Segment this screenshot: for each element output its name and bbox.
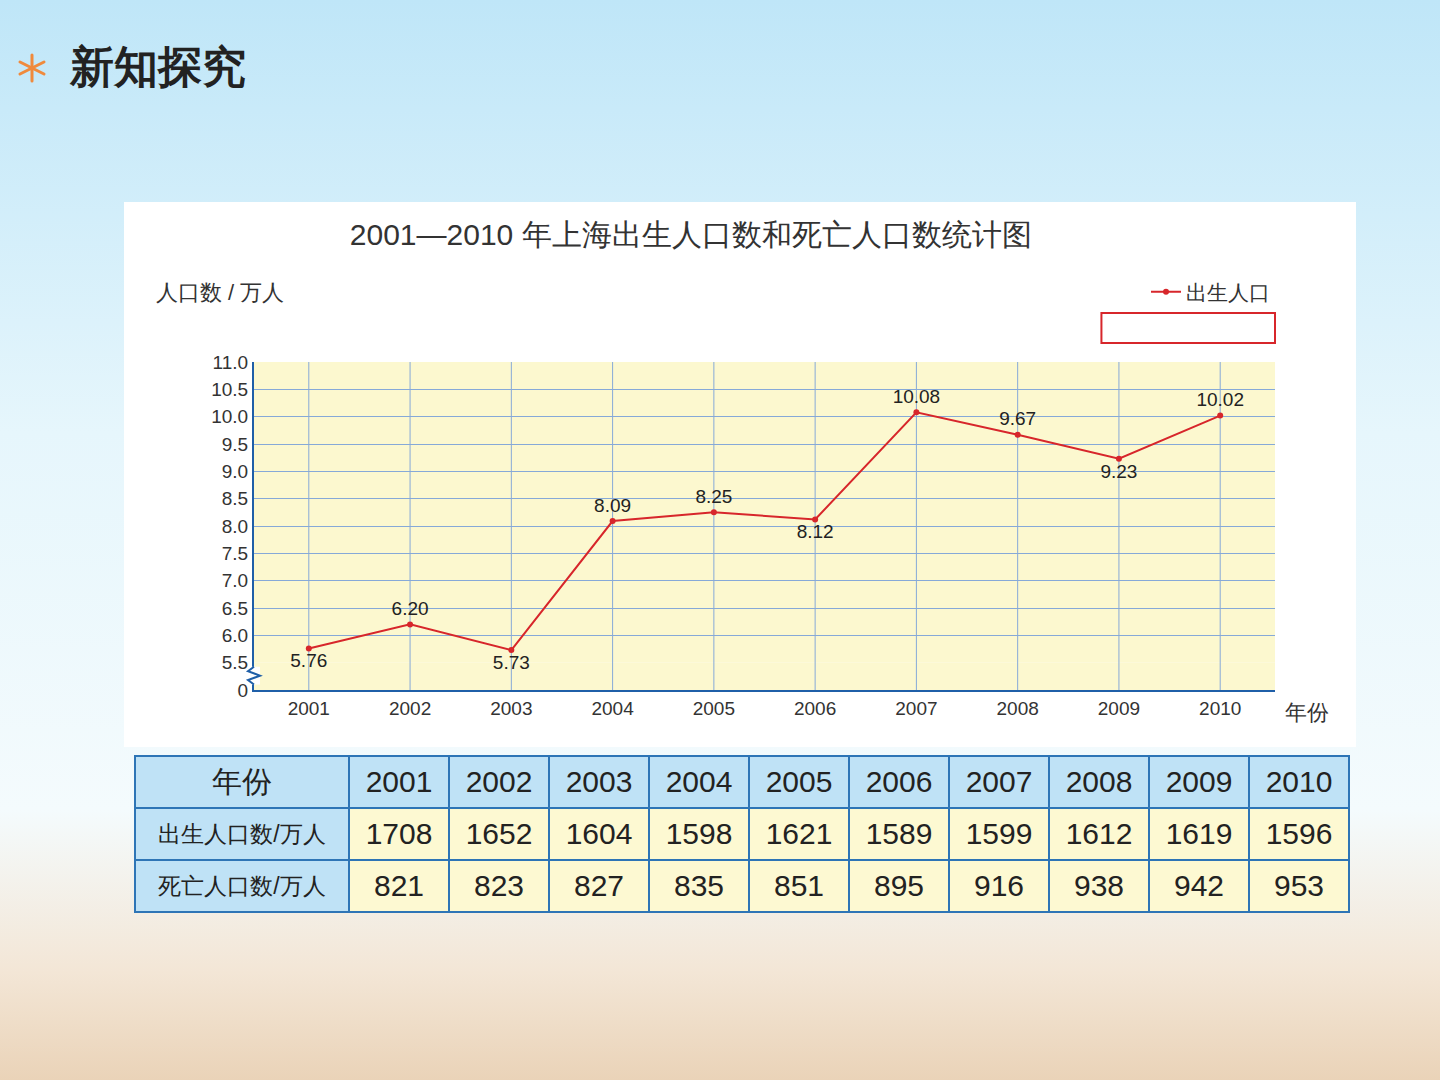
html-text:2006: 2006 bbox=[865, 765, 933, 798]
html-text:942: 942 bbox=[1174, 869, 1224, 902]
svg-text:10.08: 10.08 bbox=[893, 386, 941, 407]
html-text:895: 895 bbox=[874, 869, 924, 902]
svg-text:8.12: 8.12 bbox=[797, 521, 834, 542]
html-text:835: 835 bbox=[674, 869, 724, 902]
html-text:1589: 1589 bbox=[865, 817, 933, 850]
html-text:938: 938 bbox=[1074, 869, 1124, 902]
svg-text:2004: 2004 bbox=[591, 698, 634, 719]
svg-text:人口数 / 万人: 人口数 / 万人 bbox=[156, 280, 284, 305]
svg-text:5.73: 5.73 bbox=[493, 652, 530, 673]
html-text:1652: 1652 bbox=[465, 817, 533, 850]
svg-text:2001—2010 年上海出生人口数和死亡人口数统计图: 2001—2010 年上海出生人口数和死亡人口数统计图 bbox=[350, 218, 1032, 251]
html-text:2002: 2002 bbox=[465, 765, 533, 798]
svg-text:2009: 2009 bbox=[1098, 698, 1140, 719]
html-text:2003: 2003 bbox=[565, 765, 633, 798]
svg-text:5.76: 5.76 bbox=[290, 650, 327, 671]
html-text:2004: 2004 bbox=[665, 765, 733, 798]
svg-text:10.5: 10.5 bbox=[211, 379, 248, 400]
svg-text:6.20: 6.20 bbox=[392, 598, 429, 619]
html-text:823: 823 bbox=[474, 869, 524, 902]
svg-text:2001: 2001 bbox=[288, 698, 330, 719]
svg-text:2007: 2007 bbox=[895, 698, 937, 719]
svg-text:0: 0 bbox=[238, 680, 249, 701]
html-text:2005: 2005 bbox=[765, 765, 833, 798]
svg-text:9.23: 9.23 bbox=[1100, 461, 1137, 482]
svg-text:年份: 年份 bbox=[1285, 700, 1329, 725]
html-text:1619: 1619 bbox=[1165, 817, 1233, 850]
svg-text:2010: 2010 bbox=[1199, 698, 1241, 719]
html-text:2008: 2008 bbox=[1065, 765, 1133, 798]
svg-text:2006: 2006 bbox=[794, 698, 836, 719]
svg-text:8.5: 8.5 bbox=[222, 488, 248, 509]
html-text:1708: 1708 bbox=[365, 817, 433, 850]
html-text:1604: 1604 bbox=[565, 817, 633, 850]
svg-text:5.5: 5.5 bbox=[222, 652, 248, 673]
svg-text:2005: 2005 bbox=[693, 698, 735, 719]
html-text:死亡人口数/万人: 死亡人口数/万人 bbox=[158, 872, 326, 899]
svg-text:6.0: 6.0 bbox=[222, 625, 248, 646]
html-text:出生人口数/万人: 出生人口数/万人 bbox=[158, 820, 326, 847]
svg-text:9.0: 9.0 bbox=[222, 461, 248, 482]
html-text:916: 916 bbox=[974, 869, 1024, 902]
html-text:1599: 1599 bbox=[965, 817, 1033, 850]
html-text:2001: 2001 bbox=[365, 765, 433, 798]
html-text:1596: 1596 bbox=[1265, 817, 1333, 850]
html-text:851: 851 bbox=[774, 869, 824, 902]
svg-text:10.0: 10.0 bbox=[211, 406, 248, 427]
html-text:827: 827 bbox=[574, 869, 624, 902]
svg-text:8.25: 8.25 bbox=[695, 486, 732, 507]
html-text:1621: 1621 bbox=[765, 817, 833, 850]
svg-text:6.5: 6.5 bbox=[222, 598, 248, 619]
html-text:1612: 1612 bbox=[1065, 817, 1133, 850]
html-text:953: 953 bbox=[1274, 869, 1324, 902]
html-text:2007: 2007 bbox=[965, 765, 1033, 798]
html-text:2010: 2010 bbox=[1265, 765, 1333, 798]
svg-text:11.0: 11.0 bbox=[213, 352, 249, 373]
html-text:821: 821 bbox=[374, 869, 424, 902]
html-text:年份: 年份 bbox=[212, 764, 272, 798]
svg-text:8.09: 8.09 bbox=[594, 495, 631, 516]
svg-text:9.67: 9.67 bbox=[999, 408, 1036, 429]
svg-text:8.0: 8.0 bbox=[222, 516, 248, 537]
html-text:2009: 2009 bbox=[1165, 765, 1233, 798]
svg-text:2008: 2008 bbox=[997, 698, 1039, 719]
svg-text:7.0: 7.0 bbox=[222, 570, 248, 591]
svg-text:2003: 2003 bbox=[490, 698, 532, 719]
svg-text:9.5: 9.5 bbox=[222, 434, 248, 455]
html-text:1598: 1598 bbox=[665, 817, 733, 850]
svg-text:10.02: 10.02 bbox=[1196, 389, 1244, 410]
html-text:新知探究: 新知探究 bbox=[70, 41, 246, 92]
svg-text:出生人口: 出生人口 bbox=[1186, 281, 1270, 304]
svg-text:7.5: 7.5 bbox=[222, 543, 248, 564]
svg-text:2002: 2002 bbox=[389, 698, 431, 719]
